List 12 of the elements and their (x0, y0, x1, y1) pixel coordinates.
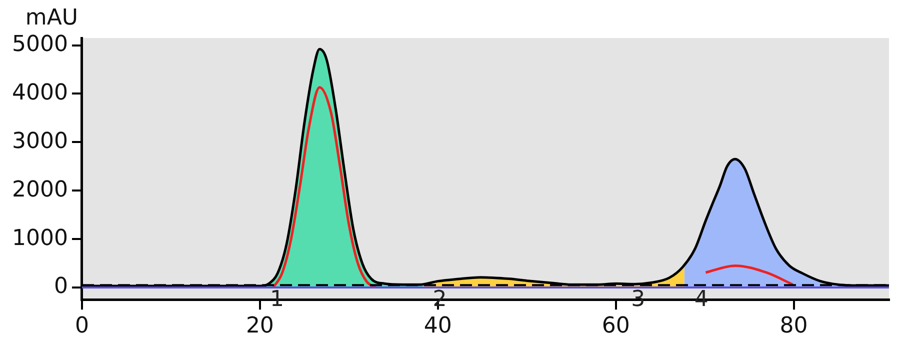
y-tick-label: 1000 (12, 226, 68, 251)
x-tick-label: 0 (74, 314, 89, 339)
y-axis-title: mAU (25, 6, 78, 31)
y-tick-label: 5000 (12, 32, 68, 57)
x-tick-label: 60 (602, 314, 630, 339)
y-tick-label: 0 (54, 274, 68, 300)
x-tick-label: 80 (780, 314, 808, 339)
y-tick-label: 4000 (12, 80, 68, 106)
y-tick-label: 3000 (12, 128, 68, 154)
y-tick-label: 2000 (12, 177, 68, 202)
x-tick-label: 20 (246, 314, 274, 339)
x-tick-label: 40 (424, 314, 452, 339)
